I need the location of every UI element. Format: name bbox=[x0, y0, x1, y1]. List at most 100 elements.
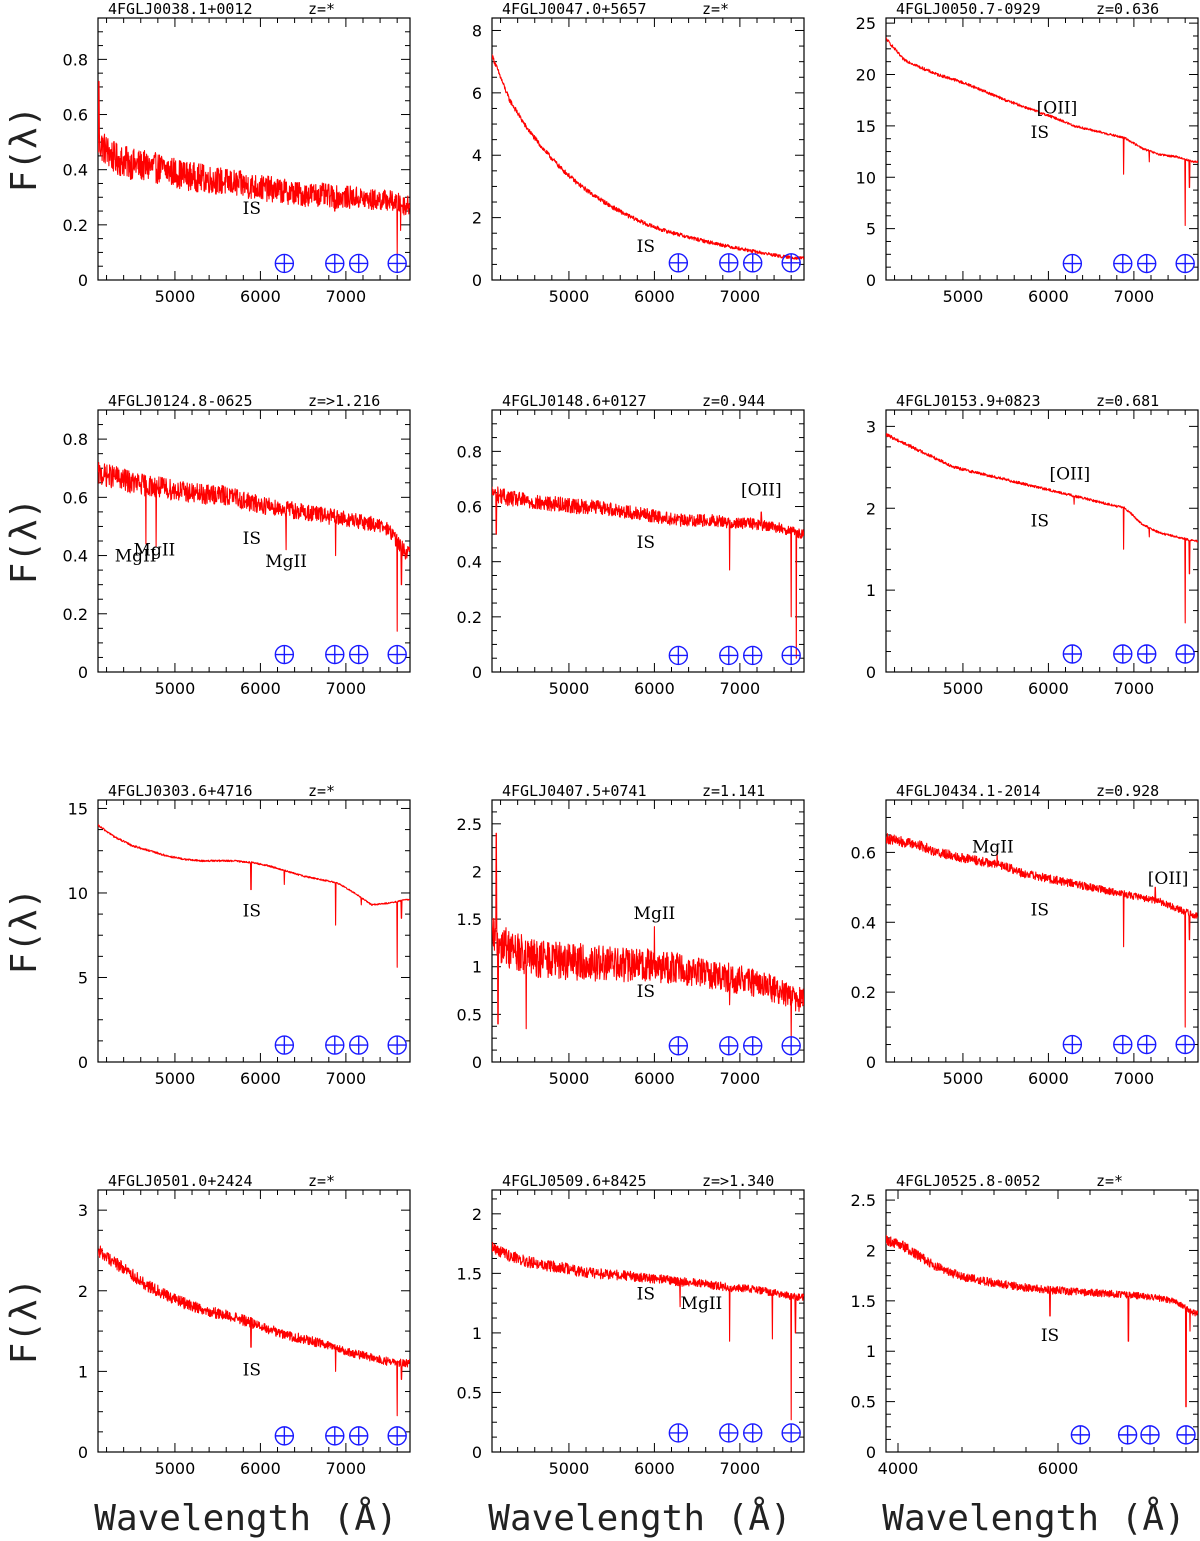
y-tick-label: 20 bbox=[856, 66, 876, 85]
y-tick-label: 25 bbox=[856, 14, 876, 33]
line-annotation: IS bbox=[637, 1285, 655, 1305]
y-tick-label: 0 bbox=[78, 1443, 88, 1462]
x-tick-label: 6000 bbox=[1028, 287, 1069, 306]
line-annotation: MgII bbox=[134, 541, 176, 561]
y-tick-label: 2 bbox=[472, 1205, 482, 1224]
spectrum-panel: 4FGLJ0303.6+4716 z=* 5000 6000 7000 0 5 10 15 IS F… bbox=[4, 782, 411, 1088]
telluric-marker bbox=[1137, 253, 1157, 274]
line-annotation: [OII] bbox=[1037, 99, 1078, 119]
y-tick-label: 2 bbox=[472, 862, 482, 881]
spectrum-line bbox=[886, 37, 1198, 227]
x-axis-label: Wavelength (Å) bbox=[488, 1496, 791, 1539]
y-tick-label: 1.5 bbox=[851, 1292, 876, 1311]
panel-redshift: z=* bbox=[308, 0, 335, 18]
telluric-marker bbox=[1175, 644, 1195, 664]
y-tick-label: 0.8 bbox=[63, 50, 88, 69]
telluric-marker bbox=[743, 253, 763, 273]
x-tick-label: 7000 bbox=[326, 679, 367, 698]
plot-frame bbox=[491, 409, 805, 673]
x-tick-label: 7000 bbox=[720, 1459, 761, 1478]
telluric-marker bbox=[325, 253, 345, 274]
y-tick-label: 2.5 bbox=[457, 815, 482, 834]
y-tick-label: 0.5 bbox=[457, 1383, 482, 1402]
y-tick-label: 1 bbox=[866, 1342, 876, 1361]
line-annotation: IS bbox=[637, 237, 655, 257]
x-tick-label: 7000 bbox=[1114, 679, 1155, 698]
panel-redshift: z=* bbox=[702, 0, 729, 18]
line-annotation: IS bbox=[637, 982, 655, 1002]
y-tick-label: 0 bbox=[866, 1443, 876, 1462]
y-tick-label: 5 bbox=[866, 220, 876, 239]
telluric-marker bbox=[274, 644, 295, 665]
y-tick-label: 1 bbox=[472, 1324, 482, 1343]
panel-redshift: z=0.928 bbox=[1096, 782, 1159, 800]
x-tick-label: 6000 bbox=[240, 287, 281, 306]
telluric-marker bbox=[719, 1423, 739, 1443]
panel-redshift: z=* bbox=[1096, 1172, 1123, 1190]
y-tick-label: 1 bbox=[472, 958, 482, 977]
line-annotation: IS bbox=[243, 199, 261, 219]
x-tick-label: 7000 bbox=[1114, 287, 1155, 306]
plot-frame bbox=[885, 17, 1199, 281]
telluric-marker bbox=[1176, 1425, 1196, 1445]
x-tick-label: 5000 bbox=[155, 1069, 196, 1088]
telluric-marker bbox=[719, 1036, 739, 1056]
panel-source-name: 4FGLJ0038.1+0012 bbox=[108, 0, 253, 18]
y-tick-label: 0.4 bbox=[63, 161, 88, 180]
telluric-marker bbox=[387, 1426, 407, 1446]
y-tick-label: 0 bbox=[78, 1053, 88, 1072]
y-tick-label: 0 bbox=[472, 271, 482, 290]
x-tick-label: 4000 bbox=[878, 1459, 919, 1478]
x-axis-label: Wavelength (Å) bbox=[882, 1496, 1185, 1539]
panel-source-name: 4FGLJ0501.0+2424 bbox=[108, 1172, 253, 1190]
x-tick-label: 5000 bbox=[549, 287, 590, 306]
telluric-marker bbox=[349, 1035, 369, 1055]
x-tick-label: 5000 bbox=[155, 287, 196, 306]
plot-frame bbox=[97, 17, 411, 281]
panel-source-name: 4FGLJ0148.6+0127 bbox=[502, 392, 647, 410]
spectrum-line bbox=[886, 433, 1198, 624]
panel-source-name: 4FGLJ0303.6+4716 bbox=[108, 782, 253, 800]
y-axis-label: F(λ) bbox=[4, 106, 45, 193]
x-tick-label: 6000 bbox=[634, 287, 675, 306]
x-tick-label: 6000 bbox=[240, 1069, 281, 1088]
y-tick-label: 0.6 bbox=[63, 488, 88, 507]
x-tick-label: 5000 bbox=[549, 679, 590, 698]
x-tick-label: 6000 bbox=[240, 679, 281, 698]
telluric-marker bbox=[349, 253, 369, 274]
x-tick-label: 7000 bbox=[720, 1069, 761, 1088]
panel-source-name: 4FGLJ0050.7-0929 bbox=[896, 0, 1041, 18]
telluric-marker bbox=[1117, 1425, 1138, 1445]
y-tick-label: 0.5 bbox=[457, 1005, 482, 1024]
y-tick-label: 0.4 bbox=[851, 913, 876, 932]
spectrum-line bbox=[492, 1241, 804, 1421]
x-tick-label: 5000 bbox=[943, 287, 984, 306]
telluric-marker bbox=[349, 644, 369, 665]
panel-redshift: z=>1.340 bbox=[702, 1172, 774, 1190]
x-tick-label: 7000 bbox=[720, 287, 761, 306]
spectrum-panel: 4FGLJ0525.8-0052 z=* 4000 6000 0 0.5 1 1.5 2 2.5 I… bbox=[851, 1172, 1199, 1539]
panel-redshift: z=* bbox=[308, 1172, 335, 1190]
telluric-marker bbox=[668, 1036, 689, 1056]
y-tick-label: 0 bbox=[866, 271, 876, 290]
telluric-marker bbox=[743, 645, 763, 666]
y-tick-label: 8 bbox=[472, 21, 482, 40]
y-tick-label: 0 bbox=[866, 1053, 876, 1072]
line-annotation: IS bbox=[1031, 123, 1049, 143]
y-tick-label: 2.5 bbox=[851, 1191, 876, 1210]
spectrum-panel: 4FGLJ0153.9+0823 z=0.681 5000 6000 7000 0 1 2 3 [… bbox=[866, 392, 1199, 698]
line-annotation: MgII bbox=[972, 837, 1014, 857]
y-axis-label: F(λ) bbox=[4, 888, 45, 975]
y-tick-label: 0.6 bbox=[457, 498, 482, 517]
x-tick-label: 6000 bbox=[634, 1459, 675, 1478]
spectrum-line bbox=[492, 54, 804, 267]
panel-source-name: 4FGLJ0509.6+8425 bbox=[502, 1172, 647, 1190]
y-tick-label: 2 bbox=[472, 209, 482, 228]
line-annotation: MgII bbox=[115, 546, 157, 566]
x-tick-label: 7000 bbox=[326, 1459, 367, 1478]
telluric-marker bbox=[325, 644, 345, 665]
line-annotation: [OII] bbox=[1049, 465, 1090, 485]
telluric-marker bbox=[719, 645, 739, 666]
line-annotation: [OII] bbox=[741, 480, 782, 500]
plot-frame bbox=[491, 1189, 805, 1453]
